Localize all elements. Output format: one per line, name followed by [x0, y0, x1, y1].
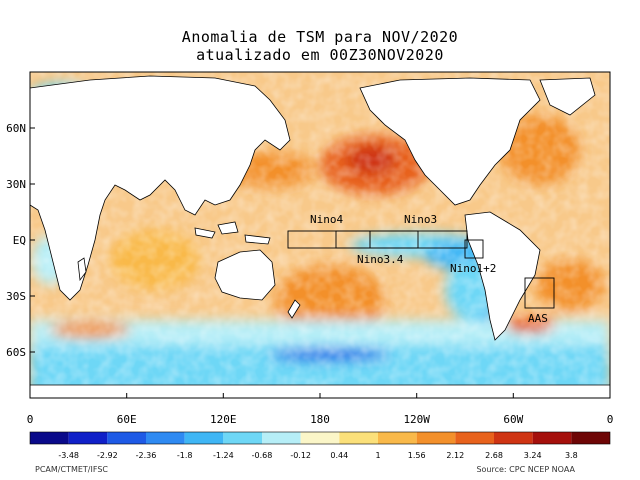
colorbar-swatch [223, 432, 262, 444]
colorbar-swatch [571, 432, 610, 444]
colorbar-swatch [494, 432, 533, 444]
colorbar-tick-label: -2.36 [136, 451, 157, 460]
lon-label: 0 [27, 413, 34, 426]
colorbar-swatch [68, 432, 108, 444]
nino4-label: Nino4 [310, 213, 343, 226]
lat-label: 60N [6, 122, 26, 135]
colorbar-tick-label: -0.68 [252, 451, 273, 460]
colorbar-tick-label: 1.56 [408, 451, 426, 460]
colorbar-tick-label: -0.12 [290, 451, 311, 460]
lon-label: 120E [210, 413, 237, 426]
footer-credit: PCAM/CTMET/IFSC [35, 465, 108, 474]
colorbar-swatch [262, 432, 301, 444]
lon-label: 120W [403, 413, 430, 426]
aas-box [524, 277, 555, 309]
colorbar-tick-label: 0.44 [330, 451, 348, 460]
map-title-line2: atualizado em 00Z30NOV2020 [196, 46, 444, 64]
longitude-axis: 0 60E 120E 180 120W 60W 0 [27, 393, 614, 426]
map-title-line1: Anomalia de TSM para NOV/2020 [181, 28, 459, 46]
lon-label: 60E [117, 413, 137, 426]
colorbar-swatch [300, 432, 340, 444]
colorbar-tick-label: -2.92 [97, 451, 118, 460]
colorbar-swatch [339, 432, 378, 444]
lat-label: 60S [6, 346, 26, 359]
colorbar-swatch [416, 432, 456, 444]
lat-label: 30S [6, 290, 26, 303]
colorbar-tick-label: -1.24 [213, 451, 234, 460]
lon-label: 0 [607, 413, 614, 426]
colorbar-tick-label: 2.12 [446, 451, 464, 460]
nino34-label: Nino3.4 [357, 253, 404, 266]
aas-label: AAS [528, 312, 548, 325]
latitude-axis: 60N 30N EQ 30S 60S [6, 122, 35, 359]
colorbar-swatch [184, 432, 224, 444]
colorbar-swatch [30, 432, 69, 444]
colorbar-swatch [107, 432, 146, 444]
footer-source: Source: CPC NCEP NOAA [476, 465, 575, 474]
colorbar-swatch [378, 432, 417, 444]
lat-label: 30N [6, 178, 26, 191]
nino12-label: Nino1+2 [450, 262, 496, 275]
colorbar-tick-label: -3.48 [58, 451, 79, 460]
lon-label: 60W [503, 413, 523, 426]
lon-label: 180 [310, 413, 330, 426]
nino3-label: Nino3 [404, 213, 437, 226]
colorbar-swatch [455, 432, 494, 444]
nino-region-boxes [287, 230, 555, 309]
colorbar-tick-label: 1 [375, 451, 380, 460]
lat-label: EQ [13, 234, 26, 247]
nino3-box [369, 230, 468, 249]
colorbar-tick-label: 3.8 [565, 451, 578, 460]
anomaly-field [30, 72, 610, 398]
colorbar-tick-label: 3.24 [524, 451, 542, 460]
colorbar-tick-label: -1.8 [177, 451, 193, 460]
colorbar-swatch [146, 432, 185, 444]
colorbar-tick-label: 2.68 [485, 451, 503, 460]
colorbar: -3.48 -2.92 -2.36 -1.8 -1.24 -0.68 -0.12 0.44 1 1… [29, 431, 611, 460]
nino12-box [464, 239, 484, 259]
land-masses [30, 75, 610, 398]
colorbar-swatch [532, 432, 572, 444]
